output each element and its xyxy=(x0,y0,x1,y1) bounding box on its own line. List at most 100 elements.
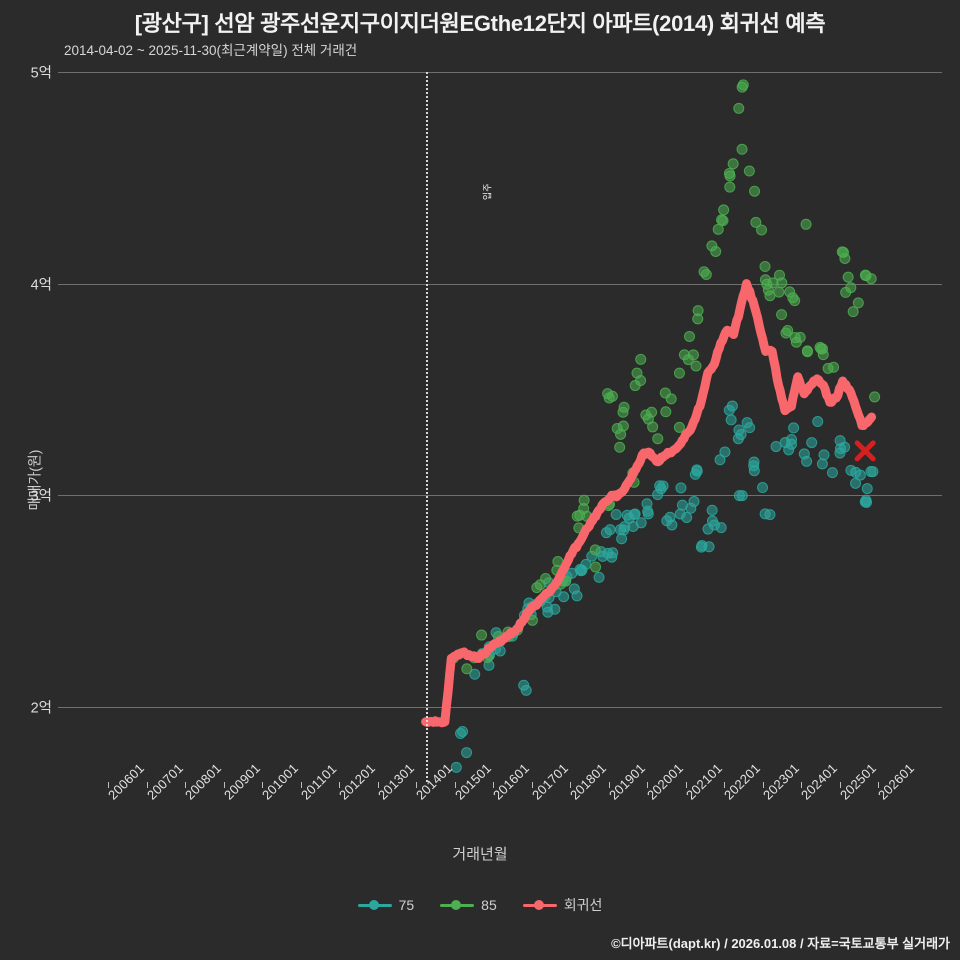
scatter-point xyxy=(681,511,693,523)
scatter-point xyxy=(717,215,729,227)
scatter-point xyxy=(839,252,851,264)
scatter-point xyxy=(724,181,736,193)
x-axis-tick xyxy=(493,782,494,788)
scatter-point xyxy=(788,422,800,434)
scatter-point xyxy=(850,477,862,489)
scatter-point xyxy=(786,433,798,445)
scatter-point xyxy=(692,305,704,317)
x-axis-tick xyxy=(878,782,879,788)
scatter-point xyxy=(714,454,726,466)
x-axis-tick xyxy=(762,782,764,788)
scatter-point xyxy=(817,343,829,355)
scatter-point xyxy=(450,761,462,773)
x-axis-tick xyxy=(339,782,340,788)
x-axis-tick xyxy=(146,782,148,788)
scatter-point xyxy=(826,467,838,479)
scatter-point xyxy=(455,728,467,740)
scatter-point xyxy=(869,391,881,403)
scatter-point xyxy=(641,498,653,510)
scatter-point xyxy=(518,679,530,691)
scatter-point xyxy=(617,420,629,432)
scatter-point xyxy=(865,466,877,478)
scatter-point xyxy=(461,663,473,675)
scatter-point xyxy=(859,496,871,508)
scatter-point xyxy=(719,446,731,458)
scatter-point xyxy=(816,458,828,470)
scatter-point xyxy=(839,441,851,453)
move-in-marker-line xyxy=(425,72,428,782)
scatter-point xyxy=(764,509,776,521)
legend-item-85[interactable]: 85 xyxy=(440,897,497,913)
x-axis-tick xyxy=(531,782,533,788)
scatter-point xyxy=(757,482,769,494)
scatter-point xyxy=(687,349,699,361)
scatter-point xyxy=(549,603,561,615)
scatter-point xyxy=(736,143,748,155)
x-axis-tick xyxy=(647,782,648,788)
scatter-point xyxy=(750,216,762,228)
legend-item-회귀선[interactable]: 회귀선 xyxy=(522,895,603,915)
legend-swatch-icon xyxy=(357,899,392,911)
scatter-point xyxy=(748,465,760,477)
scatter-point xyxy=(787,292,799,304)
scatter-point xyxy=(673,367,685,379)
scatter-point xyxy=(822,362,834,374)
scatter-point xyxy=(706,240,718,252)
chart-subtitle: 2014-04-02 ~ 2025-11-30(최근계약일) 전체 거래건 xyxy=(64,43,358,58)
regression-line xyxy=(421,279,877,728)
legend-swatch-icon xyxy=(440,899,475,911)
scatter-point xyxy=(476,629,488,641)
scatter-point xyxy=(654,480,666,492)
scatter-point xyxy=(647,421,659,433)
scatter-point xyxy=(665,393,677,405)
gridline xyxy=(58,495,942,497)
x-axis-tick xyxy=(108,782,109,788)
scatter-point xyxy=(666,519,678,531)
scatter-point xyxy=(852,297,864,309)
scatter-point xyxy=(469,668,481,680)
scatter-point xyxy=(860,270,872,282)
scatter-point xyxy=(733,424,745,436)
scatter-point xyxy=(652,433,664,445)
scatter-point xyxy=(568,583,580,595)
scatter-point xyxy=(847,306,859,318)
scatter-point xyxy=(614,441,626,453)
legend-label: 85 xyxy=(481,897,497,913)
scatter-point xyxy=(800,218,812,230)
scatter-point xyxy=(712,223,724,235)
scatter-point xyxy=(806,437,818,449)
legend-item-75[interactable]: 75 xyxy=(357,897,415,913)
scatter-point xyxy=(617,406,629,418)
legend-label: 75 xyxy=(398,897,415,913)
x-axis-tick xyxy=(839,782,841,788)
scatter-point xyxy=(733,102,745,114)
x-axis-tick xyxy=(570,782,571,788)
scatter-point xyxy=(801,345,813,357)
scatter-point xyxy=(589,544,601,556)
scatter-point xyxy=(688,495,700,507)
scatter-point xyxy=(558,591,570,603)
scatter-point xyxy=(723,167,735,179)
scatter-point xyxy=(602,388,614,400)
scatter-point xyxy=(840,286,852,298)
legend-label: 회귀선 xyxy=(563,897,603,913)
footer-credit: ©디아파트(dapt.kr) / 2026.01.08 / 자료=국토교통부 실… xyxy=(611,936,950,951)
x-axis-title: 거래년월 xyxy=(452,846,508,863)
scatter-point xyxy=(715,522,727,534)
scatter-point xyxy=(700,268,712,280)
scatter-point xyxy=(635,517,647,529)
scatter-point xyxy=(683,330,695,342)
scatter-point xyxy=(689,468,701,480)
scatter-point xyxy=(776,309,788,321)
scatter-point xyxy=(737,79,749,91)
scatter-point xyxy=(703,541,715,553)
scatter-point xyxy=(783,444,795,456)
move-in-marker-label: 입주 xyxy=(478,181,494,203)
scatter-point xyxy=(741,417,753,429)
scatter-point xyxy=(461,747,473,759)
x-axis-tick xyxy=(685,782,687,788)
scatter-point xyxy=(610,508,622,520)
scatter-point xyxy=(578,503,590,515)
y-axis-tick-label: 2억 xyxy=(30,700,52,717)
